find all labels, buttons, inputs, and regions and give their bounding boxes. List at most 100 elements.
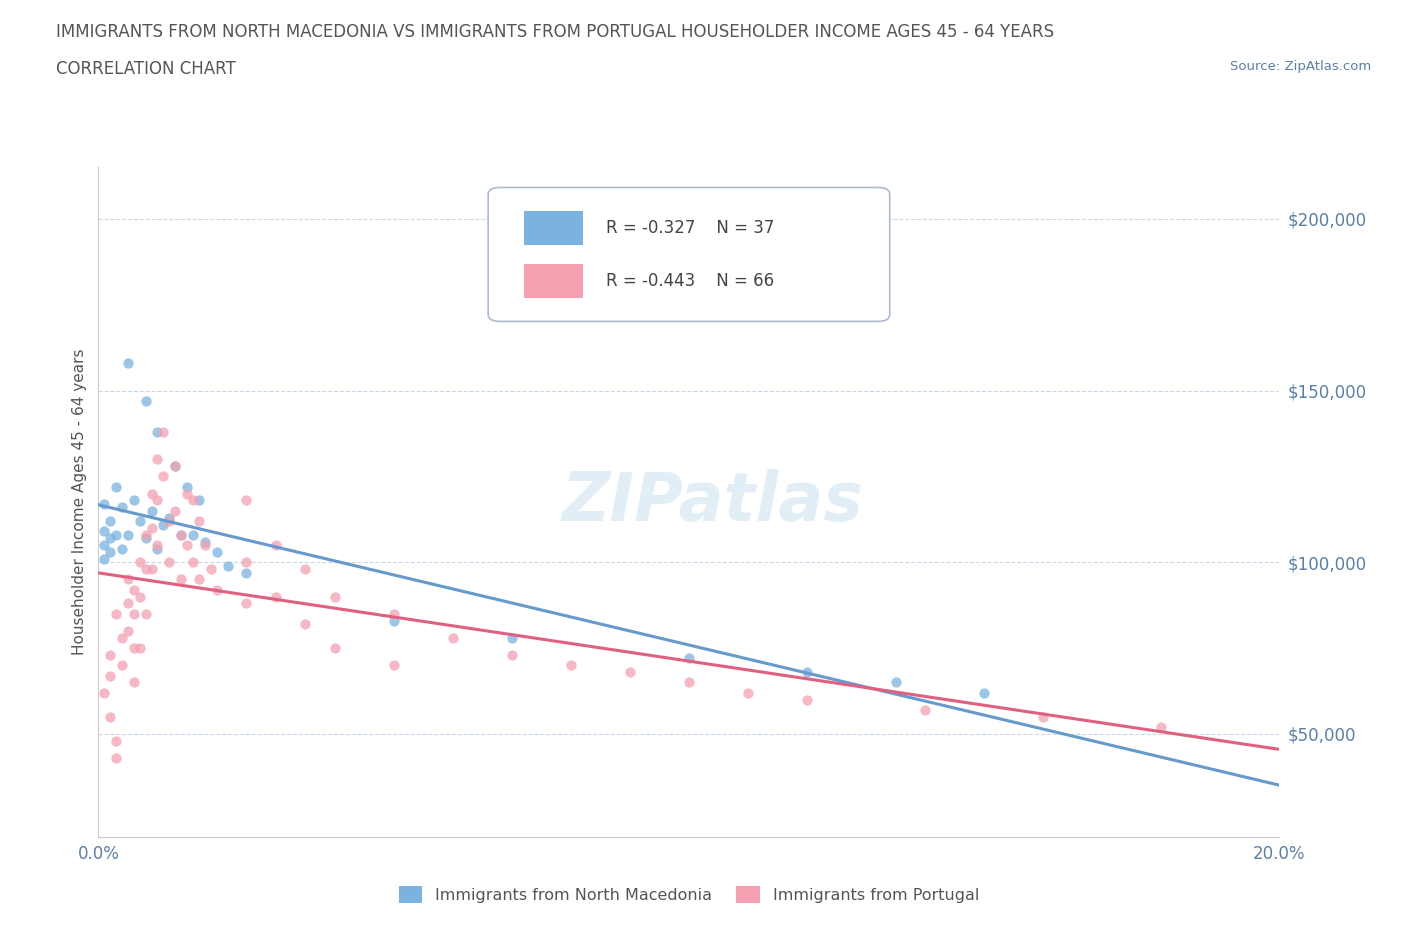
Point [294, 562, 316, 577]
Text: Source: ZipAtlas.com: Source: ZipAtlas.com [1230, 60, 1371, 73]
Point [135, 393, 157, 408]
Legend: Immigrants from North Macedonia, Immigrants from Portugal: Immigrants from North Macedonia, Immigra… [392, 880, 986, 910]
Point [98, 513, 121, 528]
Point [678, 651, 700, 666]
Point [157, 555, 180, 570]
Point [122, 606, 145, 621]
Text: CORRELATION CHART: CORRELATION CHART [56, 60, 236, 78]
Point [141, 521, 163, 536]
Point [111, 541, 134, 556]
Point [1150, 720, 1173, 735]
Point [382, 658, 405, 672]
Point [117, 527, 139, 542]
Point [323, 590, 346, 604]
Point [157, 513, 180, 528]
Point [93, 497, 115, 512]
Point [111, 658, 134, 672]
Point [105, 527, 128, 542]
Point [560, 658, 582, 672]
Point [170, 527, 193, 542]
Point [194, 538, 217, 552]
Point [141, 503, 163, 518]
Point [135, 531, 157, 546]
Point [205, 545, 228, 560]
Point [796, 665, 818, 680]
Point [170, 572, 193, 587]
Point [93, 524, 115, 538]
Point [146, 424, 169, 439]
Point [884, 675, 907, 690]
Point [205, 582, 228, 597]
Point [165, 503, 187, 518]
Point [914, 702, 936, 717]
Point [117, 572, 139, 587]
Point [165, 458, 187, 473]
Point [98, 647, 121, 662]
Point [165, 458, 187, 473]
Point [141, 486, 163, 501]
Point [98, 710, 121, 724]
Point [141, 562, 163, 577]
Point [152, 469, 174, 484]
Point [176, 486, 198, 501]
Point [122, 675, 145, 690]
Point [235, 493, 257, 508]
Text: IMMIGRANTS FROM NORTH MACEDONIA VS IMMIGRANTS FROM PORTUGAL HOUSEHOLDER INCOME A: IMMIGRANTS FROM NORTH MACEDONIA VS IMMIG… [56, 23, 1054, 41]
Point [170, 527, 193, 542]
Point [501, 647, 523, 662]
Point [187, 572, 209, 587]
Point [98, 545, 121, 560]
Point [117, 596, 139, 611]
Point [146, 452, 169, 467]
Bar [523, 211, 582, 245]
Point [105, 734, 128, 749]
Point [111, 631, 134, 645]
Point [264, 590, 287, 604]
Point [105, 751, 128, 765]
Point [105, 479, 128, 494]
Point [294, 617, 316, 631]
Point [501, 631, 523, 645]
Y-axis label: Householder Income Ages 45 - 64 years: Householder Income Ages 45 - 64 years [72, 349, 87, 656]
Point [200, 562, 222, 577]
Point [105, 606, 128, 621]
Point [264, 538, 287, 552]
Point [146, 493, 169, 508]
Point [135, 562, 157, 577]
Text: R = -0.327    N = 37: R = -0.327 N = 37 [606, 219, 775, 237]
Point [157, 511, 180, 525]
Point [235, 565, 257, 580]
Point [737, 685, 759, 700]
Point [176, 479, 198, 494]
Point [678, 675, 700, 690]
Point [111, 500, 134, 515]
Text: R = -0.443    N = 66: R = -0.443 N = 66 [606, 272, 775, 290]
Point [796, 692, 818, 707]
Point [128, 513, 150, 528]
Point [146, 541, 169, 556]
Point [98, 531, 121, 546]
FancyBboxPatch shape [488, 188, 890, 322]
Point [181, 555, 204, 570]
Point [152, 424, 174, 439]
Point [122, 641, 145, 656]
Text: ZIPatlas: ZIPatlas [561, 470, 863, 535]
Point [194, 534, 217, 549]
Point [128, 641, 150, 656]
Point [382, 606, 405, 621]
Point [146, 538, 169, 552]
Point [973, 685, 995, 700]
Point [235, 555, 257, 570]
Point [117, 623, 139, 638]
Point [235, 596, 257, 611]
Point [122, 493, 145, 508]
Point [187, 513, 209, 528]
Point [117, 355, 139, 370]
Point [128, 555, 150, 570]
Point [98, 668, 121, 683]
Point [217, 558, 239, 573]
Bar [523, 264, 582, 298]
Point [135, 527, 157, 542]
Point [181, 493, 204, 508]
Point [382, 613, 405, 628]
